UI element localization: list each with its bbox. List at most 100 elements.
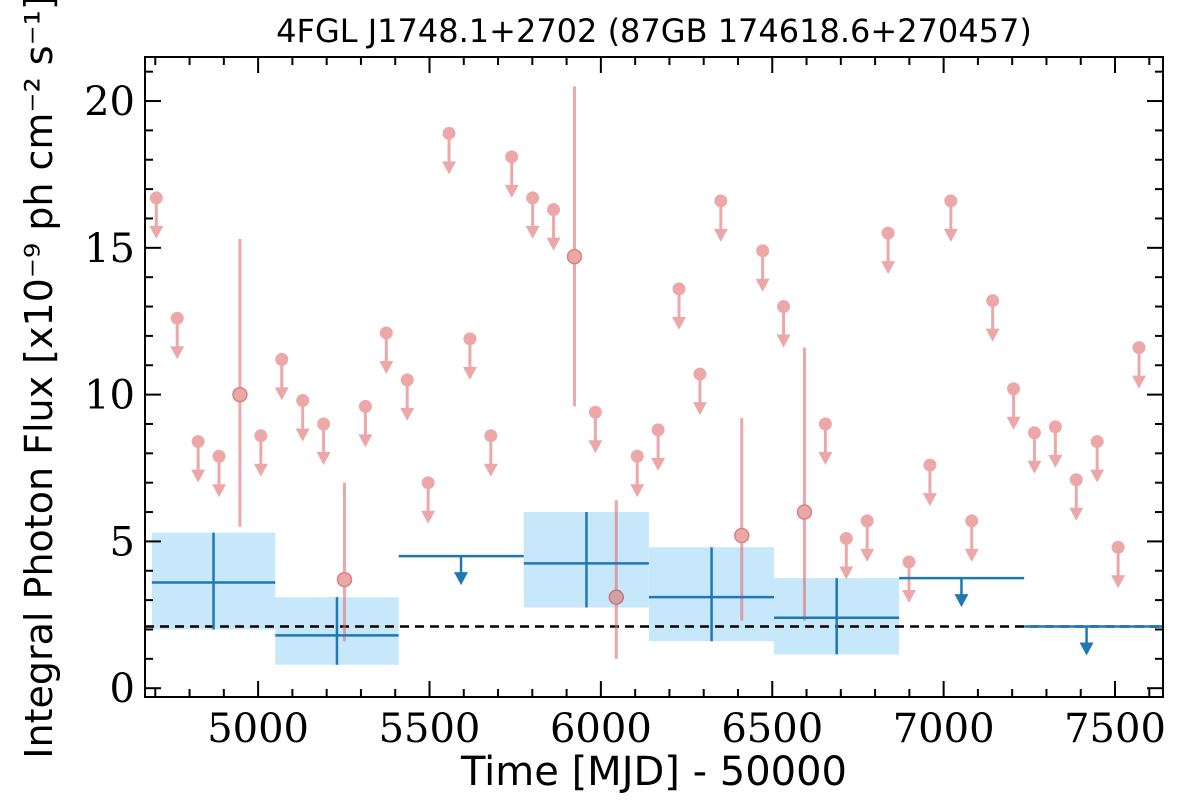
upper-limit-marker xyxy=(547,203,561,217)
upper-limit-arrowhead xyxy=(713,228,728,242)
upper-limit-marker xyxy=(484,429,498,443)
short-bin-upper-limit xyxy=(546,203,561,251)
x-tick-label: 6000 xyxy=(550,706,652,752)
upper-limit-arrowhead xyxy=(358,434,373,448)
upper-limit-marker xyxy=(630,449,644,463)
short-bin-detection xyxy=(566,86,583,407)
upper-limit-arrowhead xyxy=(483,463,498,477)
upper-limit-arrowhead xyxy=(839,566,854,580)
short-bin-upper-limit xyxy=(1090,435,1105,483)
long-bin-upper-limit-arrowhead xyxy=(954,594,969,608)
upper-limit-arrowhead xyxy=(525,225,540,239)
x-tick-label: 7000 xyxy=(893,706,995,752)
short-bin-detection xyxy=(608,500,625,659)
upper-limit-marker xyxy=(505,150,519,164)
plot-area xyxy=(145,86,1163,665)
chart-title: 4FGL J1748.1+2702 (87GB 174618.6+270457) xyxy=(276,12,1032,50)
detection-marker xyxy=(336,571,353,588)
upper-limit-arrowhead xyxy=(630,484,645,498)
upper-limit-marker xyxy=(1048,420,1062,434)
x-tick-label: 5000 xyxy=(207,706,309,752)
upper-limit-arrowhead xyxy=(1132,375,1147,389)
y-tick-label: 10 xyxy=(84,373,135,419)
upper-limit-arrowhead xyxy=(943,228,958,242)
upper-limit-marker xyxy=(463,332,477,346)
short-bin-upper-limit xyxy=(295,393,310,442)
y-tick-label: 0 xyxy=(110,666,135,712)
upper-limit-marker xyxy=(275,352,289,366)
upper-limit-marker xyxy=(421,476,435,490)
upper-limit-marker xyxy=(149,191,163,205)
upper-limit-arrowhead xyxy=(421,510,436,524)
short-bin-detection xyxy=(336,482,353,642)
short-bin-upper-limit xyxy=(860,514,875,562)
long-bin-upper-limit-arrowhead xyxy=(1079,642,1094,656)
short-bin-upper-limit xyxy=(1069,473,1084,521)
short-bin-upper-limit xyxy=(672,282,687,330)
short-bin-upper-limit xyxy=(1027,426,1042,474)
upper-limit-marker xyxy=(1111,540,1125,554)
x-axis-label: Time [MJD] - 50000 xyxy=(460,749,847,795)
upper-limit-marker xyxy=(526,191,540,205)
y-tick-label: 15 xyxy=(84,226,135,272)
upper-limit-arrowhead xyxy=(651,457,666,471)
upper-limit-marker xyxy=(693,367,707,381)
upper-limit-marker xyxy=(839,531,853,545)
short-bin-upper-limit xyxy=(713,194,728,242)
detection-marker xyxy=(733,527,750,544)
upper-limit-marker xyxy=(902,555,916,569)
short-bin-upper-limit xyxy=(274,352,289,401)
upper-limit-marker xyxy=(1132,341,1146,355)
upper-limit-marker xyxy=(254,429,268,443)
upper-limit-arrowhead xyxy=(379,360,394,374)
upper-limit-arrowhead xyxy=(170,346,185,360)
short-bin-upper-limit xyxy=(692,367,707,416)
upper-limit-marker xyxy=(317,417,331,431)
upper-limit-arrowhead xyxy=(922,493,937,507)
detection-marker xyxy=(608,589,625,605)
upper-limit-arrowhead xyxy=(881,261,896,275)
upper-limit-arrowhead xyxy=(149,225,164,239)
x-tick-label: 7500 xyxy=(1064,706,1166,752)
upper-limit-arrowhead xyxy=(860,548,875,562)
upper-limit-marker xyxy=(1090,435,1104,449)
upper-limit-marker xyxy=(212,449,226,463)
short-bin-upper-limit xyxy=(1006,382,1021,430)
upper-limit-arrowhead xyxy=(776,334,791,348)
upper-limit-marker xyxy=(777,300,791,314)
short-bin-upper-limit xyxy=(316,417,331,465)
short-bin-upper-limit xyxy=(421,476,436,524)
plot-frame xyxy=(144,56,1164,698)
short-bin-upper-limit xyxy=(818,417,833,465)
short-bin-upper-limit xyxy=(651,423,666,471)
short-bin-upper-limit xyxy=(922,458,937,507)
short-bin-upper-limit xyxy=(588,405,603,454)
short-bin-upper-limit xyxy=(943,194,958,242)
short-bin-upper-limit xyxy=(1111,540,1126,589)
x-tick-label: 6500 xyxy=(721,706,823,752)
detection-marker xyxy=(566,248,583,265)
upper-limit-marker xyxy=(1027,426,1041,440)
short-bin-upper-limit xyxy=(755,244,770,292)
upper-limit-arrowhead xyxy=(1048,454,1063,468)
upper-limit-arrowhead xyxy=(191,469,206,483)
long-bin-upper-limit-arrowhead xyxy=(454,572,469,586)
y-axis-label: Integral Photon Flux [x10⁻⁹ ph cm⁻² s⁻¹] xyxy=(17,0,61,759)
upper-limit-arrowhead xyxy=(1069,507,1084,521)
short-bin-detection xyxy=(733,418,750,621)
y-tick-label: 5 xyxy=(110,519,135,565)
upper-limit-arrowhead xyxy=(902,589,917,603)
upper-limit-arrowhead xyxy=(1111,575,1126,589)
upper-limit-marker xyxy=(651,423,665,437)
short-bin-upper-limit xyxy=(881,226,896,275)
upper-limit-arrowhead xyxy=(672,316,687,330)
upper-limit-marker xyxy=(881,226,895,240)
upper-limit-arrowhead xyxy=(588,440,603,454)
upper-limit-marker xyxy=(588,405,602,419)
upper-limit-marker xyxy=(756,244,770,258)
upper-limit-marker xyxy=(944,194,958,208)
upper-limit-arrowhead xyxy=(274,387,289,401)
short-bin-upper-limit xyxy=(504,150,519,198)
short-bin-upper-limit xyxy=(212,449,227,498)
